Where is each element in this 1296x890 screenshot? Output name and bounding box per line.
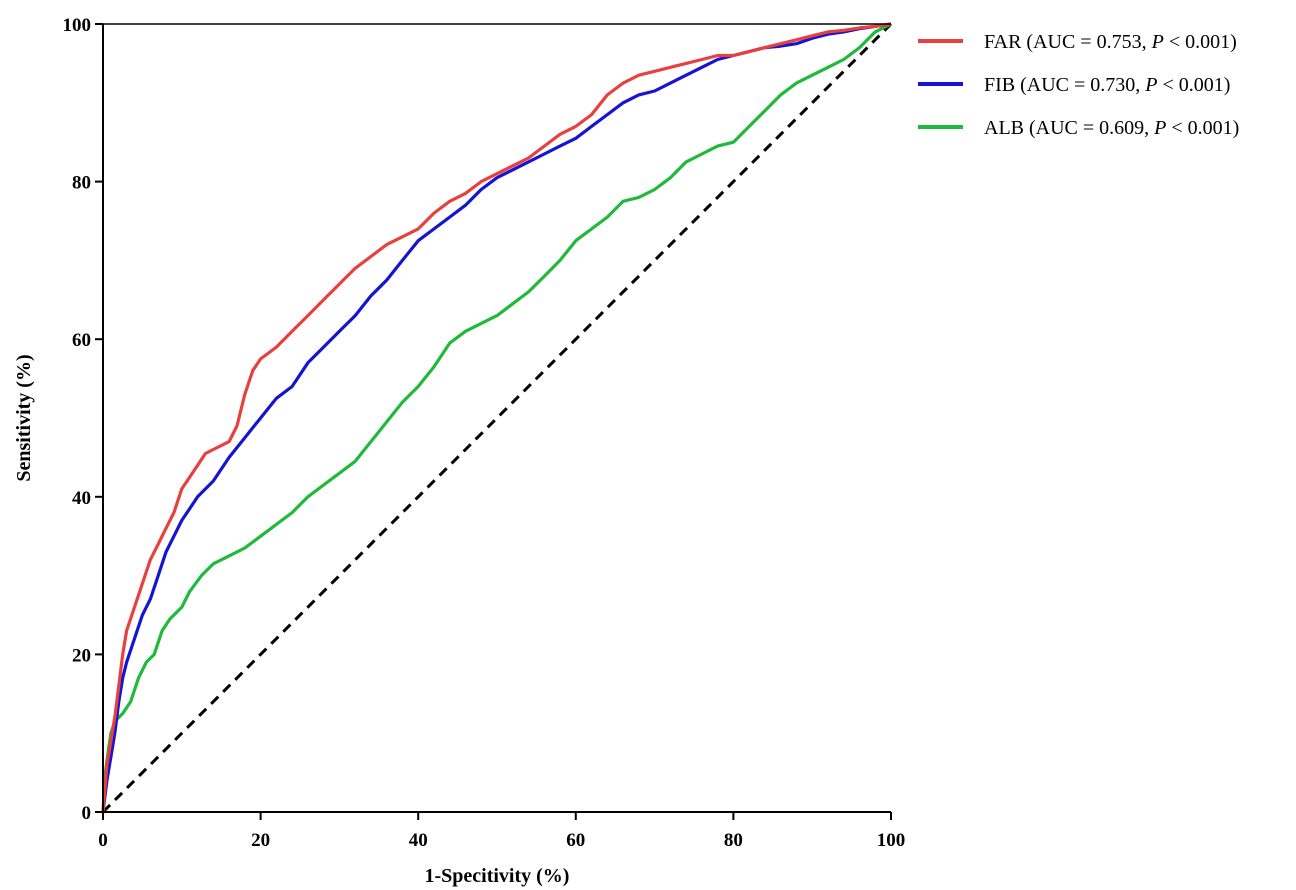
- x-axis-title: 1-Specitivity (%): [425, 865, 570, 887]
- legend-label-text: < 0.001): [1164, 31, 1237, 53]
- reference-diagonal-line: [101, 22, 893, 814]
- legend-p-symbol: P: [1144, 74, 1157, 96]
- y-axis-title: Sensitivity (%): [13, 354, 35, 481]
- series-line-far: [101, 22, 892, 813]
- x-tick-label: 20: [251, 830, 270, 851]
- x-tick-label: 100: [877, 830, 906, 851]
- legend-label-fib: FIB (AUC = 0.730, P < 0.001): [984, 74, 1230, 96]
- x-tick-label: 0: [98, 830, 108, 851]
- axis-ticks: 0 20 40 60 80 100 0 20 40 60 80 100: [63, 15, 906, 851]
- x-tick-label: 60: [566, 830, 585, 851]
- series-line-alb: [101, 22, 892, 813]
- legend-label-alb: ALB (AUC = 0.609, P < 0.001): [984, 117, 1239, 139]
- x-tick-label: 80: [724, 830, 743, 851]
- legend-p-symbol: P: [1151, 31, 1164, 53]
- legend-label-far: FAR (AUC = 0.753, P < 0.001): [984, 31, 1237, 53]
- y-tick-label: 60: [72, 330, 91, 351]
- legend-label-text: ALB (AUC = 0.609,: [984, 117, 1154, 139]
- legend-label-text: FIB (AUC = 0.730,: [984, 74, 1145, 96]
- y-tick-label: 20: [72, 645, 91, 666]
- legend: FAR (AUC = 0.753, P < 0.001)FIB (AUC = 0…: [918, 31, 1239, 139]
- legend-label-text: < 0.001): [1158, 74, 1231, 96]
- legend-label-text: FAR (AUC = 0.753,: [984, 31, 1152, 53]
- y-tick-label: 100: [63, 15, 92, 36]
- y-tick-label: 0: [82, 803, 92, 824]
- y-tick-label: 40: [72, 488, 91, 509]
- plot-area: [101, 22, 893, 814]
- y-tick-label: 80: [72, 173, 91, 194]
- legend-label-text: < 0.001): [1166, 117, 1239, 139]
- legend-p-symbol: P: [1153, 117, 1166, 139]
- x-tick-label: 40: [409, 830, 428, 851]
